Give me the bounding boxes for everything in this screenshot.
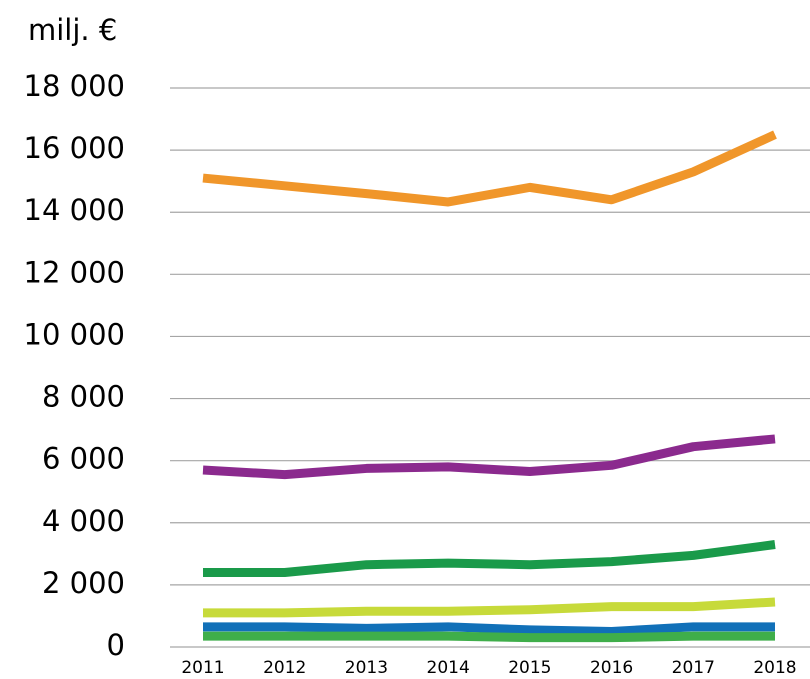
y-tick-label: 2 000 <box>42 566 125 600</box>
y-tick-label: 8 000 <box>42 380 125 414</box>
x-tick-label: 2012 <box>263 658 306 678</box>
y-tick-label: 12 000 <box>24 255 125 289</box>
series-line <box>203 540 776 577</box>
series-line <box>203 597 776 618</box>
y-tick-label: 4 000 <box>42 504 125 538</box>
x-tick-label: 2018 <box>753 658 796 678</box>
y-tick-label: 16 000 <box>24 131 125 165</box>
y-tick-label: 10 000 <box>24 317 125 351</box>
series-line <box>203 631 775 643</box>
x-tick-label: 2013 <box>345 658 388 678</box>
y-axis-label: milj. € <box>28 13 117 47</box>
series-line <box>202 130 777 207</box>
series-line <box>203 622 775 636</box>
y-tick-label: 0 <box>107 628 125 662</box>
x-tick-label: 2016 <box>590 658 633 678</box>
x-tick-label: 2014 <box>427 658 470 678</box>
x-tick-label: 2011 <box>181 658 224 678</box>
y-tick-label: 14 000 <box>24 193 125 227</box>
y-tick-label: 18 000 <box>24 69 125 103</box>
x-tick-label: 2017 <box>672 658 715 678</box>
y-tick-label: 6 000 <box>42 442 125 476</box>
series-line <box>202 434 776 480</box>
x-tick-label: 2015 <box>508 658 551 678</box>
